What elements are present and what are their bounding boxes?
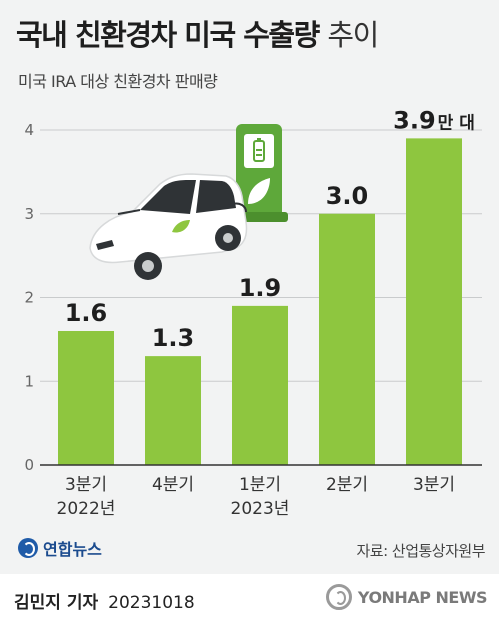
x-tick-label: 4분기 — [152, 475, 194, 495]
value-label: 3.0 — [326, 182, 369, 210]
value-label: 1.3 — [152, 324, 195, 352]
source-note: 자료: 산업통상자원부 — [356, 542, 485, 560]
watermark: YONHAP NEWS — [325, 582, 488, 612]
car-icon — [89, 173, 248, 280]
title-main: 국내 친환경차 미국 수출량 — [16, 18, 320, 52]
y-tick-label: 1 — [24, 372, 34, 390]
x-tick-label: 1분기 — [239, 475, 281, 495]
agency-brand: 연합뉴스 — [18, 536, 102, 560]
chart-subtitle: 미국 IRA 대상 친환경차 판매량 — [18, 72, 218, 91]
x-tick-label: 2분기 — [326, 475, 368, 495]
watermark-text: YONHAP NEWS — [357, 587, 488, 607]
leaf-icon — [248, 178, 270, 204]
byline: 김민지 기자 20231018 — [14, 588, 195, 613]
footer-bar — [0, 574, 499, 622]
unit-label: 만 대 — [438, 113, 475, 133]
value-label: 3.9 만 대 — [393, 106, 475, 134]
y-tick-label: 2 — [24, 289, 34, 307]
x-year-label: 2023년 — [231, 499, 290, 519]
car-illustration — [89, 124, 288, 280]
bar — [145, 356, 201, 465]
agency-name: 연합뉴스 — [43, 540, 102, 559]
value-label: 1.9 — [239, 274, 282, 302]
bars — [58, 138, 462, 465]
bar — [319, 213, 375, 465]
bar — [232, 305, 288, 465]
charger-icon — [226, 124, 288, 222]
bar — [406, 138, 462, 465]
title-suffix: 추이 — [327, 18, 379, 52]
y-tick-label: 0 — [24, 456, 34, 474]
x-tick-label: 3분기 — [413, 475, 455, 495]
publish-date: 20231018 — [108, 593, 195, 613]
x-tick-label: 3분기 — [65, 475, 107, 495]
bar — [58, 331, 114, 465]
x-axis-labels: 3분기 2022년 4분기 1분기 2023년 2분기 3분기 — [57, 475, 456, 519]
y-tick-label: 4 — [24, 121, 34, 139]
x-year-label: 2022년 — [57, 499, 116, 519]
yonhap-watermark-icon — [325, 584, 352, 610]
chart-title: 국내 친환경차 미국 수출량 추이 — [16, 12, 379, 54]
yonhap-logo-icon — [18, 538, 38, 558]
reporter-name: 김민지 기자 — [14, 593, 99, 613]
y-tick-label: 3 — [24, 205, 34, 223]
value-label: 1.6 — [65, 299, 108, 327]
